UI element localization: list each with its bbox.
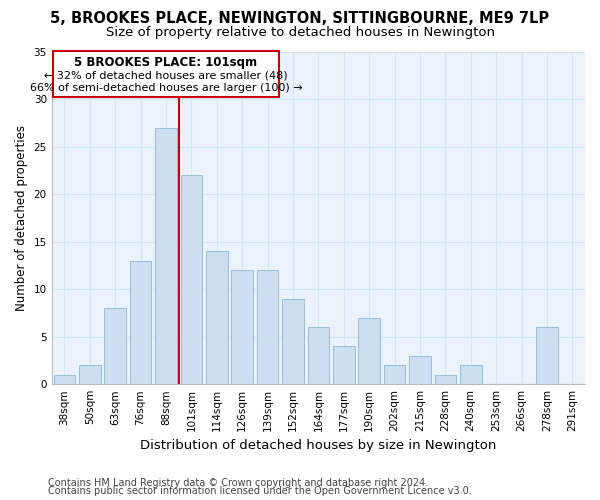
Bar bbox=[130, 260, 151, 384]
Bar bbox=[358, 318, 380, 384]
Bar bbox=[282, 298, 304, 384]
Bar bbox=[460, 365, 482, 384]
Text: 5, BROOKES PLACE, NEWINGTON, SITTINGBOURNE, ME9 7LP: 5, BROOKES PLACE, NEWINGTON, SITTINGBOUR… bbox=[50, 11, 550, 26]
Bar bbox=[79, 365, 101, 384]
Text: Size of property relative to detached houses in Newington: Size of property relative to detached ho… bbox=[106, 26, 494, 39]
Bar bbox=[181, 175, 202, 384]
Bar bbox=[434, 374, 456, 384]
Text: Contains HM Land Registry data © Crown copyright and database right 2024.: Contains HM Land Registry data © Crown c… bbox=[48, 478, 428, 488]
Text: ← 32% of detached houses are smaller (48): ← 32% of detached houses are smaller (48… bbox=[44, 70, 288, 81]
Bar bbox=[53, 374, 75, 384]
Bar bbox=[155, 128, 177, 384]
Bar bbox=[104, 308, 126, 384]
Text: 66% of semi-detached houses are larger (100) →: 66% of semi-detached houses are larger (… bbox=[29, 83, 302, 93]
Bar bbox=[232, 270, 253, 384]
Bar bbox=[333, 346, 355, 384]
Text: 5 BROOKES PLACE: 101sqm: 5 BROOKES PLACE: 101sqm bbox=[74, 56, 257, 70]
X-axis label: Distribution of detached houses by size in Newington: Distribution of detached houses by size … bbox=[140, 440, 497, 452]
Bar bbox=[257, 270, 278, 384]
Bar bbox=[53, 52, 279, 97]
Bar bbox=[308, 327, 329, 384]
Y-axis label: Number of detached properties: Number of detached properties bbox=[15, 125, 28, 311]
Bar bbox=[536, 327, 557, 384]
Bar bbox=[206, 251, 227, 384]
Bar bbox=[384, 365, 406, 384]
Bar bbox=[409, 356, 431, 384]
Text: Contains public sector information licensed under the Open Government Licence v3: Contains public sector information licen… bbox=[48, 486, 472, 496]
